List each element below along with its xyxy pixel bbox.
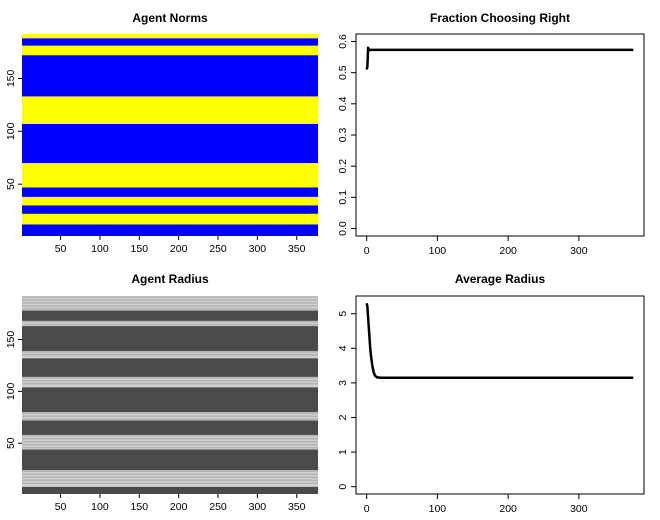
heatmap-band — [22, 326, 318, 351]
y-tick-label: 0.6 — [337, 34, 349, 49]
heatmap-band — [22, 486, 318, 494]
panel-title: Fraction Choosing Right — [430, 11, 570, 25]
heatmap-band — [22, 420, 318, 435]
panel-title: Agent Norms — [132, 11, 208, 25]
y-tick-label: 0.5 — [337, 65, 349, 80]
y-tick-label: 100 — [5, 382, 17, 400]
series-line — [365, 46, 634, 70]
heatmap-band — [22, 123, 318, 164]
heatmap-band — [22, 449, 318, 471]
y-tick-label: 5 — [337, 311, 349, 317]
heatmap-band — [22, 45, 318, 56]
x-tick-label: 100 — [91, 501, 109, 513]
heatmap-band — [22, 358, 318, 377]
heatmap-band — [22, 387, 318, 413]
heatmap-band — [22, 213, 318, 225]
x-tick-label: 300 — [570, 245, 588, 257]
x-tick-label: 350 — [288, 243, 306, 255]
y-tick-label: 100 — [5, 122, 17, 140]
y-tick-label: 0.3 — [337, 128, 349, 143]
y-tick-label: 50 — [5, 178, 17, 190]
series-line — [365, 303, 634, 379]
y-tick-label: 50 — [5, 437, 17, 449]
heatmap-band — [22, 376, 318, 388]
y-tick-label: 0.2 — [337, 159, 349, 174]
y-tick-label: 3 — [337, 380, 349, 386]
y-tick-label: 4 — [337, 345, 349, 351]
heatmap-band — [22, 320, 318, 327]
y-tick-label: 0 — [337, 484, 349, 490]
panel-title: Average Radius — [455, 272, 546, 286]
heatmap-band — [22, 196, 318, 206]
plot-frame — [355, 295, 645, 495]
x-tick-label: 250 — [209, 501, 227, 513]
x-tick-label: 300 — [249, 501, 267, 513]
y-tick-label: 2 — [337, 414, 349, 420]
panel-1: Agent Norms 50 100 150 200 250 300 350 50 100 150 — [5, 11, 318, 255]
heatmap-band — [22, 205, 318, 214]
y-tick-label: 0.4 — [337, 96, 349, 111]
x-tick-label: 50 — [55, 501, 67, 513]
panel-3: Agent Radius 50 100 150 200 250 300 350 50 100 150 — [5, 272, 318, 513]
heatmap-band — [22, 55, 318, 97]
y-tick-label: 150 — [5, 70, 17, 88]
heatmap-band — [22, 34, 318, 39]
x-tick-label: 50 — [55, 243, 67, 255]
x-tick-label: 100 — [429, 503, 447, 515]
y-tick-label: 150 — [5, 331, 17, 349]
x-tick-label: 150 — [131, 501, 149, 513]
heatmap-band — [22, 96, 318, 124]
heatmap-band — [22, 187, 318, 197]
x-tick-label: 350 — [288, 501, 306, 513]
x-tick-label: 200 — [499, 503, 517, 515]
x-tick-label: 300 — [249, 243, 267, 255]
x-tick-label: 100 — [91, 243, 109, 255]
plot-frame — [355, 33, 645, 237]
panel-title: Agent Radius — [131, 272, 209, 286]
x-tick-label: 200 — [499, 245, 517, 257]
x-tick-label: 200 — [170, 243, 188, 255]
y-tick-label: 1 — [337, 449, 349, 455]
x-tick-label: 0 — [364, 245, 370, 257]
y-tick-label: 0.0 — [337, 221, 349, 236]
heatmap-band — [22, 224, 318, 236]
panel-4: Average Radius 0 100 200 300 0 1 2 3 4 5 — [337, 272, 645, 515]
heatmap-band — [22, 310, 318, 321]
x-tick-label: 100 — [429, 245, 447, 257]
x-tick-label: 300 — [570, 503, 588, 515]
x-tick-label: 200 — [170, 501, 188, 513]
y-tick-label: 0.1 — [337, 190, 349, 205]
x-tick-label: 150 — [131, 243, 149, 255]
x-tick-label: 0 — [364, 503, 370, 515]
heatmap-band — [22, 470, 318, 487]
heatmap-band — [22, 38, 318, 46]
heatmap-band — [22, 163, 318, 188]
panel-2: Fraction Choosing Right 0 100 200 300 0.0 0.1 0… — [337, 11, 645, 257]
x-tick-label: 250 — [209, 243, 227, 255]
